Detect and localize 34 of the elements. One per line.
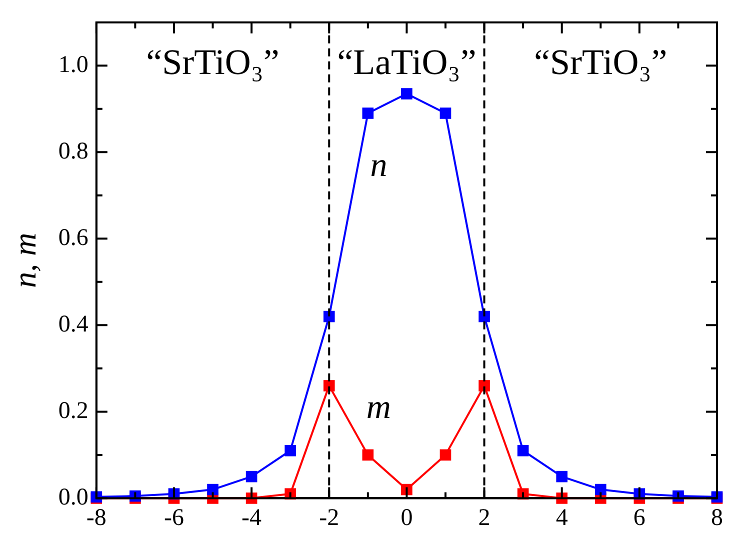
series-label: m bbox=[366, 388, 391, 426]
x-tick-label: 2 bbox=[478, 504, 490, 531]
point bbox=[362, 108, 374, 119]
point bbox=[556, 470, 568, 482]
x-tick-label: -2 bbox=[319, 504, 340, 531]
x-tick-label: 0 bbox=[400, 504, 413, 531]
x-tick-label: 4 bbox=[556, 504, 568, 531]
series-label: n bbox=[370, 147, 388, 184]
x-tick-label: -6 bbox=[164, 504, 184, 531]
point bbox=[207, 484, 218, 496]
point bbox=[478, 380, 490, 392]
point bbox=[362, 449, 374, 461]
point bbox=[401, 88, 412, 100]
annotation: “SrTiO₃” bbox=[534, 42, 668, 82]
point bbox=[323, 380, 335, 392]
point bbox=[517, 444, 529, 456]
x-tick-label: -8 bbox=[86, 504, 106, 531]
x-tick-label: 6 bbox=[633, 504, 646, 531]
y-tick-label: 0.6 bbox=[58, 224, 88, 251]
y-tick-label: 0.2 bbox=[58, 398, 88, 424]
annotation: “LaTiO₃” bbox=[337, 42, 476, 82]
y-tick-label: 0.8 bbox=[58, 138, 88, 164]
annotation: “SrTiO₃” bbox=[146, 42, 280, 82]
point bbox=[440, 108, 452, 119]
point bbox=[284, 444, 296, 456]
point bbox=[246, 470, 258, 482]
y-tick-label: 0.4 bbox=[58, 311, 88, 338]
point bbox=[440, 449, 452, 461]
point bbox=[594, 484, 606, 496]
y-tick-label: 1.0 bbox=[58, 52, 88, 78]
x-tick-label: -4 bbox=[242, 504, 262, 531]
x-tick-label: 8 bbox=[711, 504, 723, 531]
y-tick-label: 0.0 bbox=[58, 484, 88, 510]
y-axis-title: n, m bbox=[6, 232, 43, 288]
